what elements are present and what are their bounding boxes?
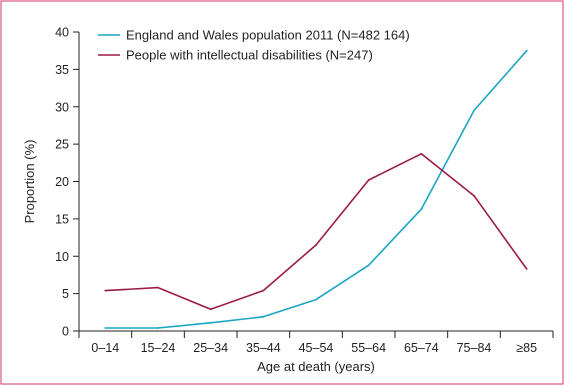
series-1-point [367,179,370,181]
y-tick-label: 5 [62,287,69,301]
x-tick-label: ≥85 [516,341,537,355]
series-line-1 [105,153,528,311]
series-0-point [262,315,265,318]
x-tick-label: 35–44 [246,341,281,355]
x-tick-label: 0–14 [91,341,119,355]
x-axis-title: Age at death (years) [257,359,375,374]
y-tick-label: 40 [55,26,69,40]
legend-label-1: People with intellectual disabilities (N… [126,48,373,63]
x-tick-label: 55–64 [351,341,386,355]
series-1-point [525,268,528,270]
x-tick-label: 45–54 [299,341,334,355]
legend: England and Wales population 2011 (N=482… [98,28,410,63]
x-tick-label: 65–74 [404,341,439,355]
series-1-point [157,286,159,289]
y-axis-title: Proportion (%) [22,140,37,224]
series-0-point [420,208,423,211]
series-1-point [473,194,475,197]
series-1-point [104,289,107,292]
y-tick-label: 0 [62,325,69,339]
legend-label-0: England and Wales population 2011 (N=482… [126,28,410,43]
series-0-point [367,264,370,267]
series-1-point [420,152,423,155]
series-1-point [315,244,317,246]
axes: 0 5 10 15 20 25 30 35 40 0–14 15–24 25–34 35–44 45–54… [22,26,554,374]
y-tick-label: 35 [55,63,69,77]
series-0-point [315,298,317,301]
series-1-point [209,308,212,311]
series-0-point [157,327,159,329]
y-tick-label: 10 [55,250,69,264]
series-layer [104,49,528,329]
x-tick-label: 75–84 [457,341,492,355]
x-tick-label: 25–34 [193,341,228,355]
y-tick-label: 20 [55,175,69,189]
series-0-point [473,109,475,112]
y-tick-label: 30 [55,100,69,114]
y-tick-label: 15 [55,212,69,226]
series-0-point [209,321,212,324]
series-1-point [262,289,265,292]
x-tick-label: 15–24 [141,341,176,355]
series-line-0 [105,50,528,329]
series-0-point [525,49,528,52]
series-0-point [104,327,107,329]
y-tick-label: 25 [55,138,69,152]
